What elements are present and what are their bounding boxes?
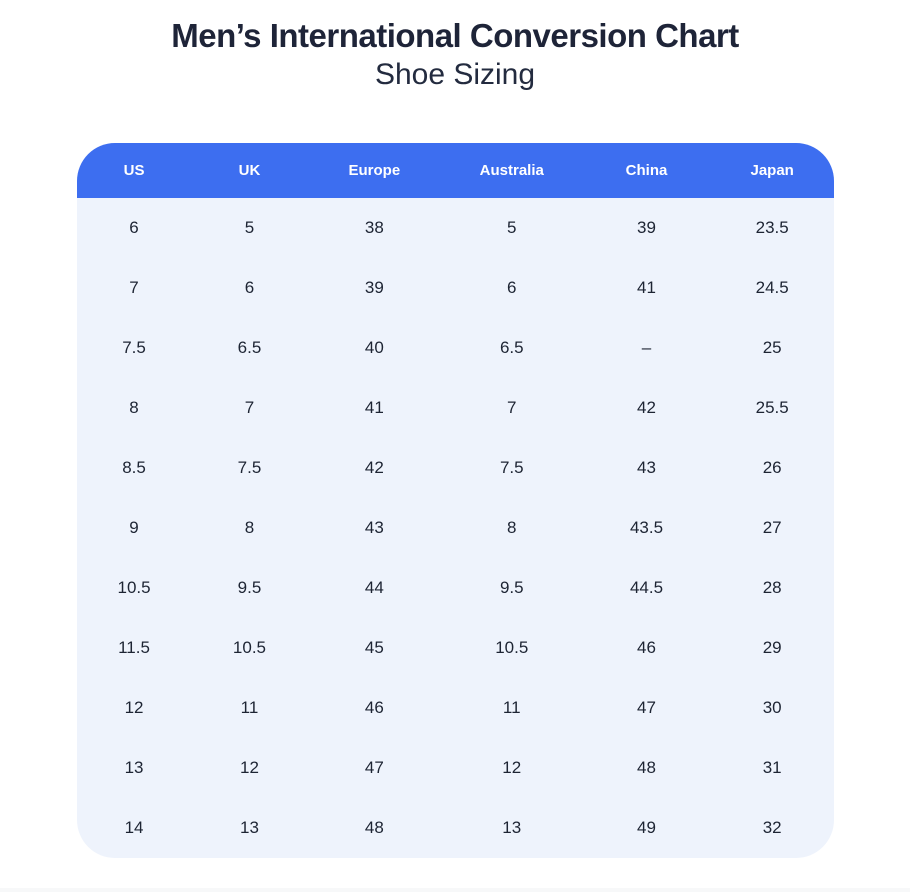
table-row: 14 13 48 13 49 32 [76, 798, 834, 858]
chart-header: Men’s International Conversion Chart Sho… [0, 0, 910, 94]
table-cell: 27 [762, 518, 782, 537]
table-cell: 30 [762, 698, 782, 717]
table-cell: 9 [129, 518, 139, 537]
table-cell: 43.5 [629, 518, 664, 537]
table-cell: 11 [240, 698, 259, 717]
table-cell: – [641, 338, 652, 357]
table-cell: 48 [364, 818, 384, 837]
table-cell: 8 [507, 518, 517, 537]
conversion-table-container: US UK Europe Australia China Japan 6 5 38 5 39 23.… [76, 143, 834, 858]
table-cell: 8.5 [122, 458, 146, 477]
table-cell: 46 [364, 698, 384, 717]
table-cell: 8 [244, 518, 255, 537]
bottom-divider [0, 888, 910, 892]
table-cell: 31 [762, 758, 782, 777]
table-row: 8 7 41 7 42 25.5 [76, 378, 834, 438]
table-cell: 49 [637, 818, 656, 837]
column-header-europe: Europe [348, 162, 401, 179]
table-cell: 32 [762, 818, 782, 837]
conversion-table: US UK Europe Australia China Japan 6 5 38 5 39 23.… [76, 143, 834, 858]
table-cell: 6 [507, 278, 517, 297]
table-cell: 13 [240, 818, 259, 837]
table-cell: 10.5 [232, 638, 267, 657]
table-cell: 12 [240, 758, 259, 777]
table-row: 9 8 43 8 43.5 27 [76, 498, 834, 558]
table-row: 12 11 46 11 47 30 [76, 678, 834, 738]
table-cell: 43 [364, 518, 384, 537]
table-cell: 13 [502, 818, 522, 837]
table-cell: 25 [762, 338, 782, 357]
table-cell: 14 [124, 818, 144, 837]
table-cell: 7 [129, 278, 139, 297]
table-cell: 24.5 [755, 278, 789, 297]
table-cell: 25.5 [755, 398, 789, 417]
table-row: 11.5 10.5 45 10.5 46 29 [76, 618, 834, 678]
column-header-uk: UK [238, 162, 261, 179]
table-cell: 38 [364, 218, 384, 237]
table-cell: 7 [244, 398, 255, 417]
table-cell: 23.5 [755, 218, 789, 237]
column-header-us: US [123, 162, 145, 179]
page-title: Men’s International Conversion Chart [171, 17, 739, 54]
table-cell: 7.5 [122, 338, 146, 357]
column-header-china: China [625, 162, 668, 179]
table-cell: 42 [364, 458, 384, 477]
table-cell: 7 [507, 398, 517, 417]
table-cell: 48 [637, 758, 656, 777]
table-cell: 42 [637, 398, 656, 417]
table-cell: 9.5 [499, 578, 524, 597]
table-cell: 10.5 [117, 578, 151, 597]
table-cell: 6 [244, 278, 255, 297]
table-row: 7 6 39 6 41 24.5 [76, 258, 834, 318]
table-cell: 6 [129, 218, 139, 237]
table-cell: 5 [507, 218, 517, 237]
page-subtitle: Shoe Sizing [374, 58, 536, 91]
table-header: US UK Europe Australia China Japan [76, 143, 834, 198]
table-cell: 11.5 [118, 638, 150, 657]
table-cell: 5 [244, 218, 255, 237]
table-cell: 46 [637, 638, 656, 657]
table-cell: 9.5 [237, 578, 262, 597]
table-cell: 10.5 [495, 638, 529, 657]
table-cell: 43 [637, 458, 656, 477]
table-cell: 13 [124, 758, 144, 777]
table-row: 13 12 47 12 48 31 [76, 738, 834, 798]
table-row: 6 5 38 5 39 23.5 [76, 198, 834, 258]
table-cell: 47 [637, 698, 656, 717]
table-cell: 44 [364, 578, 384, 597]
table-cell: 8 [129, 398, 139, 417]
table-cell: 6.5 [237, 338, 262, 357]
column-header-australia: Australia [479, 162, 544, 179]
table-cell: 12 [124, 698, 144, 717]
table-row: 8.5 7.5 42 7.5 43 26 [76, 438, 834, 498]
table-cell: 28 [762, 578, 782, 597]
table-cell: 44.5 [629, 578, 664, 597]
table-cell: 39 [364, 278, 384, 297]
table-cell: 41 [637, 278, 656, 297]
table-cell: 26 [762, 458, 782, 477]
table-cell: 7.5 [237, 458, 262, 477]
table-row: 7.5 6.5 40 6.5 – 25 [76, 318, 834, 378]
table-row: 10.5 9.5 44 9.5 44.5 28 [76, 558, 834, 618]
table-cell: 41 [364, 398, 384, 417]
table-cell: 12 [502, 758, 522, 777]
table-cell: 29 [762, 638, 782, 657]
table-cell: 11 [502, 698, 521, 717]
table-header-row: US UK Europe Australia China Japan [76, 143, 834, 198]
table-body: 6 5 38 5 39 23.5 7 6 39 6 41 24.5 7.5 6.5 40 6.5 – 25 8 7 41… [76, 198, 834, 858]
table-cell: 39 [637, 218, 656, 237]
table-cell: 40 [364, 338, 384, 357]
table-cell: 45 [364, 638, 384, 657]
table-cell: 7.5 [499, 458, 524, 477]
table-cell: 6.5 [499, 338, 524, 357]
column-header-japan: Japan [750, 162, 794, 179]
table-cell: 47 [364, 758, 384, 777]
